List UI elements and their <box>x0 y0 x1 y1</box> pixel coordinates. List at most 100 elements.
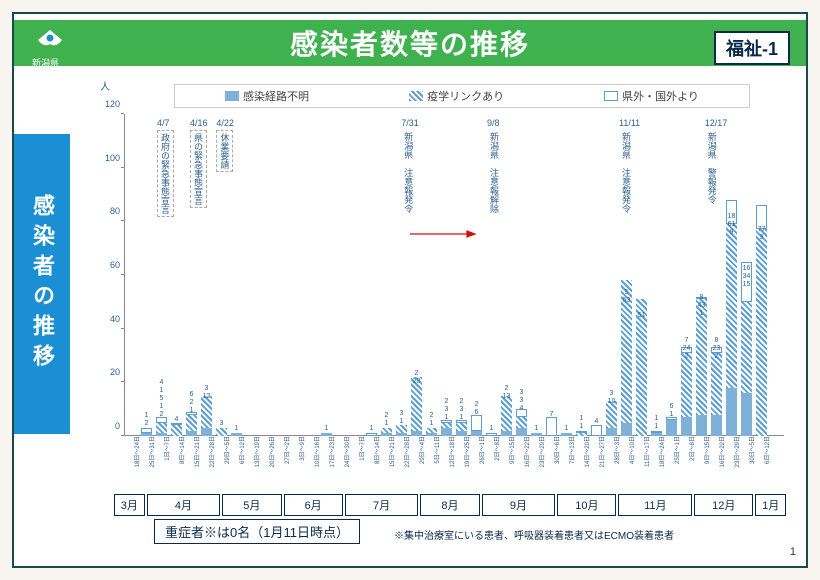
annotation-date: 4/16 <box>190 118 208 128</box>
legend-label: 県外・国外より <box>622 88 699 104</box>
annotation-date: 4/7 <box>157 118 174 128</box>
y-tick: 80 <box>98 206 120 216</box>
annotation-date: 12/17 <box>705 118 728 128</box>
annotation-date: 9/8 <box>487 118 502 128</box>
annotation-text: 新潟県 警報発令 <box>705 130 720 206</box>
x-tick: 25日～31日 <box>139 436 154 476</box>
legend-swatch-icon <box>225 91 239 101</box>
x-tick: 14日～20日 <box>574 436 589 476</box>
x-tick: 26日～1日 <box>469 436 484 476</box>
legend-item: 疫学リンクあり <box>409 88 504 104</box>
chart-area: 人 感染経路不明疫学リンクあり県外・国外より 21215144126123311… <box>94 84 790 496</box>
x-tick: 13日～19日 <box>244 436 259 476</box>
annotation: 4/22 休業要請 <box>216 118 234 174</box>
x-tick: 10日～16日 <box>304 436 319 476</box>
annotation-text: 新潟県 注意報解除 <box>487 130 502 215</box>
y-tick: 120 <box>98 99 120 109</box>
x-tick: 12日～18日 <box>439 436 454 476</box>
x-tick: 27日～2日 <box>274 436 289 476</box>
x-tick: 18日～24日 <box>124 436 139 476</box>
annotation: 4/7 政府の緊急事態宣言 <box>157 118 174 219</box>
x-tick: 6日～12日 <box>229 436 244 476</box>
x-tick: 19日～25日 <box>454 436 469 476</box>
legend-swatch-icon <box>409 91 423 101</box>
month-box: 3月 <box>114 494 145 516</box>
x-tick: 25日～1日 <box>664 436 679 476</box>
annotation-text: 新潟県 注意報発令 <box>619 130 634 215</box>
footer-box: 重症者※は0名（1月11日時点） <box>154 519 360 544</box>
x-tick: 23日～29日 <box>724 436 739 476</box>
frame: 新潟県 感染者数等の推移 福祉-1 感染者の推移 人 感染経路不明 疫学リンクあり… <box>12 12 808 568</box>
annotation: 12/17 新潟県 警報発令 <box>705 118 728 208</box>
annotation: 7/31 新潟県 注意報発令 <box>401 118 419 217</box>
sidebar: 感染者の推移 <box>14 134 70 434</box>
x-tick: 30日～6日 <box>544 436 559 476</box>
x-tick: 20日～26日 <box>259 436 274 476</box>
x-tick: 2日～8日 <box>679 436 694 476</box>
legend-swatch-icon <box>604 91 618 101</box>
month-box: 4月 <box>147 494 221 516</box>
y-tick: 20 <box>98 367 120 377</box>
x-tick: 28日～3日 <box>604 436 619 476</box>
x-tick: 29日～5日 <box>214 436 229 476</box>
x-tick: 15日～21日 <box>184 436 199 476</box>
x-tick: 29日～4日 <box>409 436 424 476</box>
y-tick: 40 <box>98 314 120 324</box>
x-tick: 11日～17日 <box>634 436 649 476</box>
y-tick: 100 <box>98 153 120 163</box>
x-tick: 30日～5日 <box>739 436 754 476</box>
annotation-date: 4/22 <box>216 118 234 128</box>
month-box: 5月 <box>222 494 281 516</box>
x-tick: 2日～8日 <box>484 436 499 476</box>
legend-label: 感染経路不明 <box>243 88 309 104</box>
category-badge: 福祉-1 <box>714 31 790 65</box>
x-tick: 9日～15日 <box>499 436 514 476</box>
legend-item: 県外・国外より <box>604 88 699 104</box>
annotation: 9/8 新潟県 注意報解除 <box>487 118 502 217</box>
x-tick: 22日～28日 <box>394 436 409 476</box>
x-tick: 22日～28日 <box>199 436 214 476</box>
month-box: 12月 <box>694 494 753 516</box>
page-title: 感染者数等の推移 <box>14 23 806 63</box>
x-tick <box>769 436 784 476</box>
footer-note: ※集中治療室にいる患者、呼吸器装着患者又はECMO装着患者 <box>394 527 674 542</box>
prefecture-name: 新潟県 <box>32 56 59 69</box>
x-labels: 18日～24日25日～31日1日～7日8日～14日15日～21日22日～28日2… <box>124 436 784 476</box>
annotation-date: 7/31 <box>401 118 419 128</box>
x-tick: 16日～22日 <box>514 436 529 476</box>
x-tick: 21日～27日 <box>589 436 604 476</box>
legend-item: 感染経路不明 <box>225 88 309 104</box>
title-bar: 新潟県 感染者数等の推移 福祉-1 <box>14 20 806 66</box>
sidebar-title: 感染者の推移 <box>26 194 58 374</box>
legend-label: 疫学リンクあり <box>427 88 504 104</box>
x-tick: 15日～21日 <box>379 436 394 476</box>
annotation: 4/16 県の緊急事態宣言 <box>190 118 208 210</box>
month-box: 7月 <box>345 494 419 516</box>
x-tick: 5日～11日 <box>424 436 439 476</box>
y-tick: 60 <box>98 260 120 270</box>
month-box: 11月 <box>618 494 692 516</box>
x-tick: 18日～24日 <box>649 436 664 476</box>
x-tick: 7日～13日 <box>559 436 574 476</box>
y-axis-label: 人 <box>100 78 110 93</box>
month-box: 10月 <box>557 494 616 516</box>
x-tick: 6日～12日 <box>754 436 769 476</box>
x-tick: 24日～30日 <box>334 436 349 476</box>
annotation-text: 休業要請 <box>216 130 233 172</box>
month-box: 9月 <box>482 494 556 516</box>
month-box: 1月 <box>755 494 786 516</box>
annotation-date: 11/11 <box>619 118 640 128</box>
x-tick: 8日～14日 <box>364 436 379 476</box>
x-tick: 3日～9日 <box>289 436 304 476</box>
x-tick: 4日～10日 <box>619 436 634 476</box>
month-row: 3月4月5月6月7月8月9月10月11月12月1月 <box>114 494 786 516</box>
month-box: 8月 <box>420 494 479 516</box>
y-tick: 0 <box>98 421 120 431</box>
x-tick: 23日～29日 <box>529 436 544 476</box>
x-tick: 17日～23日 <box>319 436 334 476</box>
annotation-text: 県の緊急事態宣言 <box>190 130 207 208</box>
page-number: 1 <box>790 546 796 558</box>
annotation-text: 政府の緊急事態宣言 <box>157 130 174 217</box>
plot-area: 2121514412612331111213202121321326211324… <box>124 114 784 436</box>
annotation-text: 新潟県 注意報発令 <box>401 130 416 215</box>
